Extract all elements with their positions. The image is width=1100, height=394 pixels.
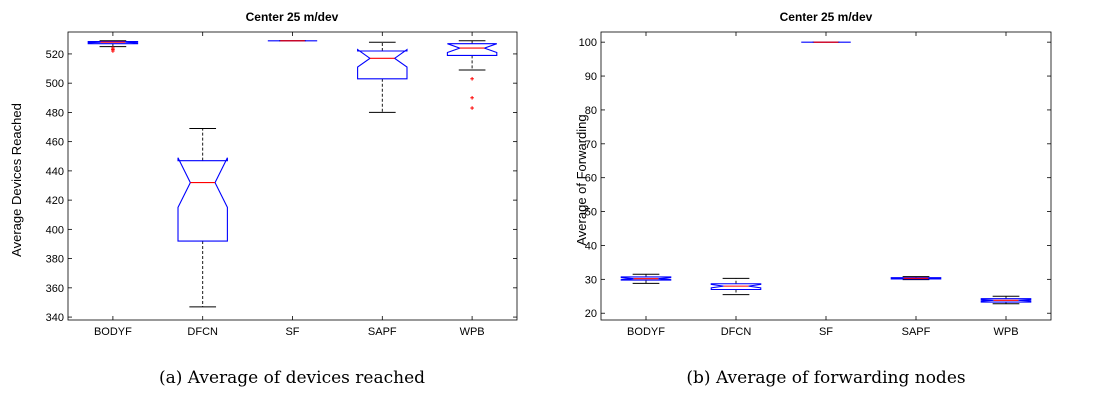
box-body: [980, 298, 1032, 303]
x-tick-label: DFCN: [721, 326, 752, 338]
x-tick-label: SF: [285, 326, 299, 338]
x-tick-label: BODYF: [627, 326, 665, 338]
y-tick-label: 520: [46, 49, 64, 61]
box-bodyf: [620, 273, 672, 284]
panel-forwarding: Center 25 m/dev Average of Forwarding 20…: [574, 10, 1052, 388]
plot-area: 20 30 40 50 60 70 80 90 100 BODYF DFCN SF SAPF WPB: [579, 31, 1052, 338]
box-bodyf: [87, 40, 139, 53]
y-axis-label: Average of Forwarding: [574, 114, 589, 245]
y-tick-label: 80: [585, 105, 597, 117]
box-body: [87, 40, 139, 45]
y-tick-label: 380: [46, 254, 64, 266]
x-tick-label: BODYF: [94, 326, 132, 338]
y-tick-label: 90: [585, 71, 597, 83]
y-tick-label: 60: [585, 173, 597, 185]
box-dfcn: [177, 127, 228, 308]
plot-area: 340 360 380 400 420 440 460 480 500 520 BODYF DFCN S…: [46, 31, 518, 338]
chart-title: Center 25 m/dev: [780, 10, 873, 24]
x-tick-label: SAPF: [368, 326, 397, 338]
caption: (a) Average of devices reached: [159, 368, 425, 388]
box-body: [446, 43, 498, 56]
y-tick-label: 500: [46, 78, 64, 90]
y-tick-label: 40: [585, 240, 597, 252]
box-body: [710, 283, 762, 291]
x-tick-label: DFCN: [187, 326, 218, 338]
panel-devices-reached: Center 25 m/dev Average Devices Reached …: [9, 10, 518, 388]
y-tick-label: 420: [46, 195, 64, 207]
caption: (b) Average of forwarding nodes: [686, 368, 965, 388]
x-tick-label: SAPF: [902, 326, 931, 338]
x-tick-label: WPB: [993, 326, 1018, 338]
y-tick-label: 340: [46, 312, 64, 324]
y-tick-label: 480: [46, 107, 64, 119]
box-body: [357, 48, 408, 80]
y-tick-label: 20: [585, 308, 597, 320]
chart-title: Center 25 m/dev: [246, 10, 339, 24]
y-tick-label: 440: [46, 166, 64, 178]
x-tick-label: SF: [819, 326, 833, 338]
y-tick-label: 50: [585, 207, 597, 219]
box-wpb: [446, 40, 498, 110]
box-dfcn: [710, 277, 762, 296]
y-tick-label: 460: [46, 137, 64, 149]
box-body: [620, 276, 672, 281]
box-sapf: [357, 41, 408, 113]
y-tick-label: 30: [585, 274, 597, 286]
y-tick-label: 100: [579, 37, 597, 49]
x-tick-label: WPB: [460, 326, 485, 338]
y-tick-label: 360: [46, 283, 64, 295]
box-body: [890, 277, 942, 280]
box-body: [177, 157, 228, 242]
y-tick-label: 400: [46, 224, 64, 236]
y-axis-label: Average Devices Reached: [9, 103, 24, 257]
box-wpb: [980, 295, 1032, 305]
box-sapf: [890, 276, 942, 281]
y-tick-label: 70: [585, 139, 597, 151]
plot-frame: [67, 31, 518, 321]
